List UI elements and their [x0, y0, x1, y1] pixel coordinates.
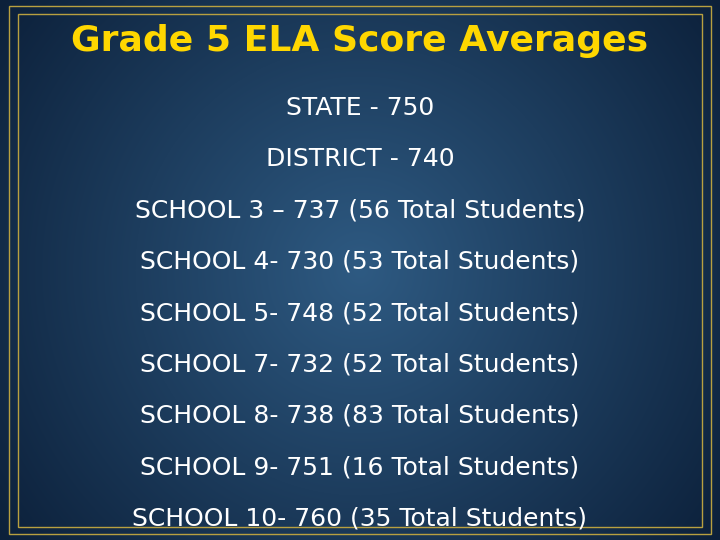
- Text: SCHOOL 5- 748 (52 Total Students): SCHOOL 5- 748 (52 Total Students): [140, 301, 580, 325]
- Text: DISTRICT - 740: DISTRICT - 740: [266, 147, 454, 171]
- Text: SCHOOL 3 – 737 (56 Total Students): SCHOOL 3 – 737 (56 Total Students): [135, 199, 585, 222]
- Text: SCHOOL 7- 732 (52 Total Students): SCHOOL 7- 732 (52 Total Students): [140, 353, 580, 376]
- Text: SCHOOL 8- 738 (83 Total Students): SCHOOL 8- 738 (83 Total Students): [140, 404, 580, 428]
- Text: SCHOOL 4- 730 (53 Total Students): SCHOOL 4- 730 (53 Total Students): [140, 250, 580, 274]
- Text: Grade 5 ELA Score Averages: Grade 5 ELA Score Averages: [71, 24, 649, 58]
- Text: SCHOOL 9- 751 (16 Total Students): SCHOOL 9- 751 (16 Total Students): [140, 455, 580, 479]
- Text: SCHOOL 10- 760 (35 Total Students): SCHOOL 10- 760 (35 Total Students): [132, 507, 588, 530]
- Text: STATE - 750: STATE - 750: [286, 96, 434, 120]
